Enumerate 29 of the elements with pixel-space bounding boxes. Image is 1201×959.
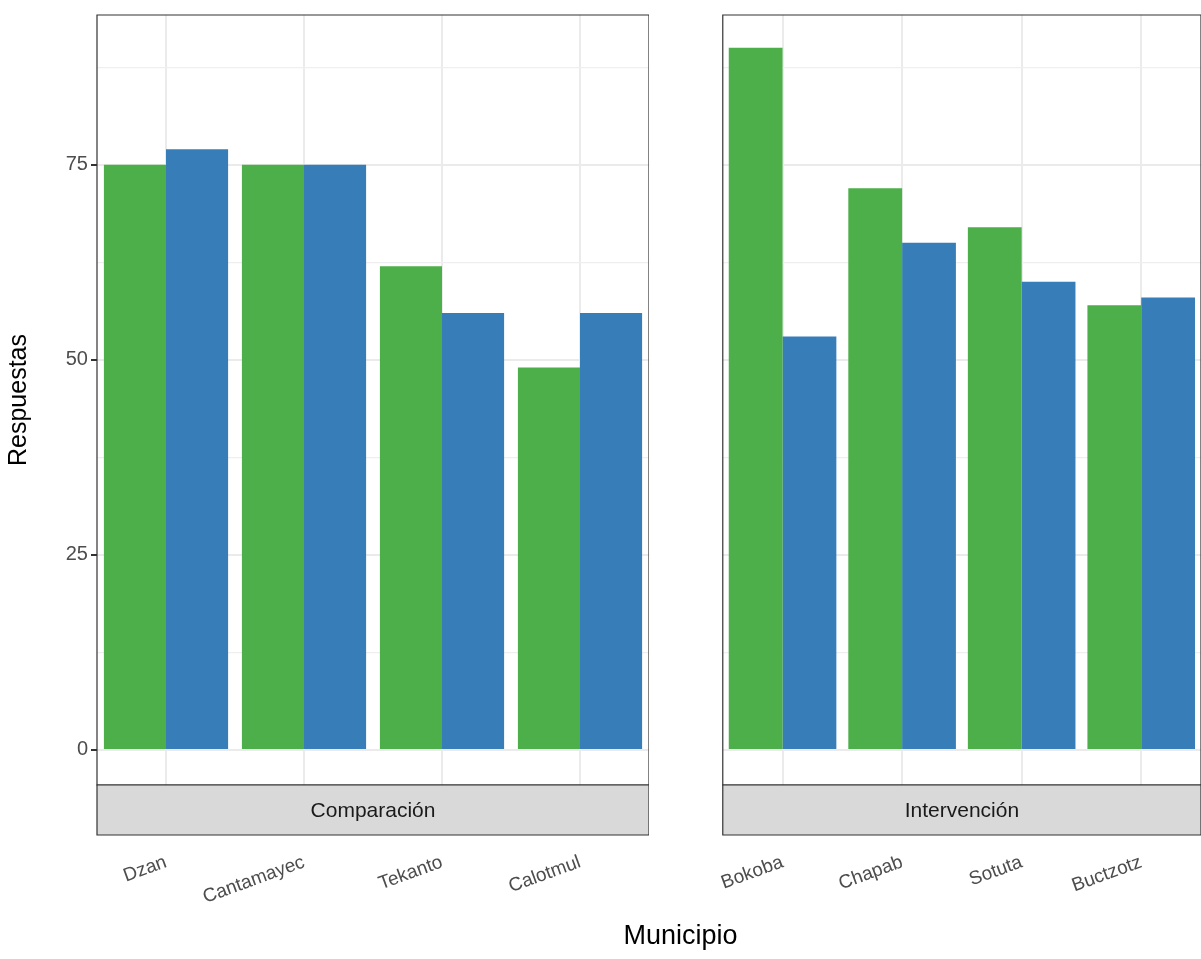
text: Intervención (904, 797, 1020, 821)
bar (902, 242, 956, 749)
bar (103, 164, 166, 749)
bar (848, 188, 903, 749)
x-tick-label: Tekanto (375, 850, 446, 894)
x-axis-title: Municipio (622, 920, 739, 951)
bar (1087, 305, 1142, 749)
bar (517, 367, 580, 749)
y-tick-label: 50 (65, 347, 88, 370)
y-tick-label: 0 (76, 737, 88, 760)
bar (728, 47, 783, 749)
y-tick-label: 75 (65, 152, 88, 175)
bar (379, 266, 442, 749)
bar (442, 313, 505, 749)
bar (1021, 281, 1076, 749)
x-tick-label: Sotuta (966, 850, 1026, 890)
bar (580, 313, 643, 749)
x-tick-label: Bokoba (717, 850, 787, 893)
y-tick-label: 25 (65, 542, 88, 565)
text: Comparación (310, 797, 436, 821)
x-tick-label: Dzan (120, 850, 170, 886)
bar (967, 227, 1022, 749)
bar (304, 164, 367, 749)
bar (166, 149, 229, 749)
bar (782, 336, 837, 749)
bar (241, 164, 304, 749)
x-tick-label: Chapab (835, 850, 906, 894)
y-axis-title: Respuestas (2, 333, 31, 467)
bar (1141, 297, 1196, 749)
